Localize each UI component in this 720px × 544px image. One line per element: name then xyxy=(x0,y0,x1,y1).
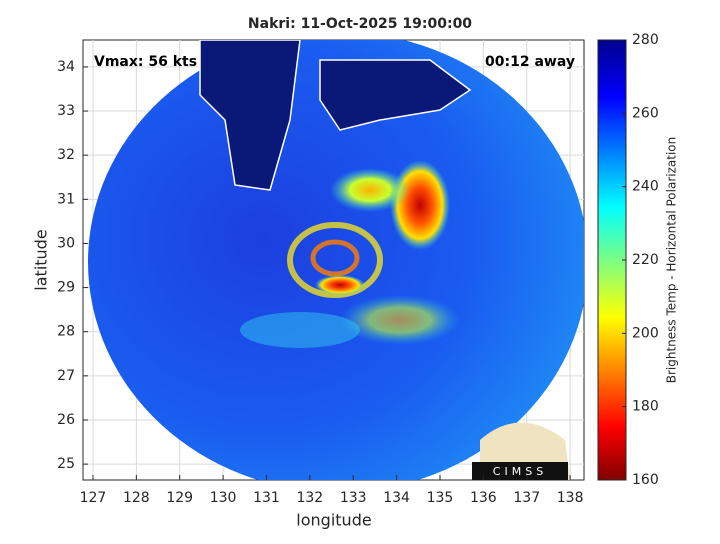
y-tick-label: 33 xyxy=(57,103,75,119)
colorbar-tick-label: 280 xyxy=(632,32,659,48)
colorbar xyxy=(597,39,627,481)
colorbar-tick-label: 240 xyxy=(632,179,659,195)
x-tick-label: 136 xyxy=(470,490,497,506)
x-tick-label: 127 xyxy=(80,490,107,506)
x-tick-label: 135 xyxy=(427,490,454,506)
colorbar-tick-label: 180 xyxy=(632,399,659,415)
y-tick-label: 34 xyxy=(57,59,75,75)
y-tick-label: 28 xyxy=(57,324,75,340)
y-tick-label: 31 xyxy=(57,191,75,207)
y-tick-label: 25 xyxy=(57,456,75,472)
x-tick-label: 128 xyxy=(123,490,150,506)
x-tick-label: 132 xyxy=(296,490,323,506)
logo: CIMSS xyxy=(472,422,570,480)
y-axis-label: latitude xyxy=(32,229,51,290)
satellite-image xyxy=(88,40,584,480)
y-tick-label: 32 xyxy=(57,147,75,163)
y-tick-label: 30 xyxy=(57,235,75,251)
x-tick-label: 133 xyxy=(340,490,367,506)
annotation: 00:12 away xyxy=(485,54,575,70)
logo-text: CIMSS xyxy=(493,465,547,478)
y-tick-label: 29 xyxy=(57,280,75,296)
annotation: Vmax: 56 kts xyxy=(94,54,197,70)
x-tick-label: 137 xyxy=(513,490,540,506)
x-tick-label: 138 xyxy=(557,490,584,506)
x-axis-label: longitude xyxy=(296,511,371,530)
x-tick-label: 129 xyxy=(166,490,193,506)
x-tick-label: 134 xyxy=(383,490,410,506)
colorbar-tick-label: 260 xyxy=(632,105,659,121)
colorbar-label: Brightness Temp - Horizontal Polarizatio… xyxy=(665,137,679,384)
x-tick-label: 131 xyxy=(253,490,280,506)
y-tick-label: 27 xyxy=(57,368,75,384)
y-tick-label: 26 xyxy=(57,412,75,428)
x-tick-label: 130 xyxy=(210,490,237,506)
colorbar-tick-label: 160 xyxy=(632,472,659,488)
colorbar-tick-label: 200 xyxy=(632,325,659,341)
colorbar-tick-label: 220 xyxy=(632,252,659,268)
chart-title: Nakri: 11-Oct-2025 19:00:00 xyxy=(248,16,472,32)
